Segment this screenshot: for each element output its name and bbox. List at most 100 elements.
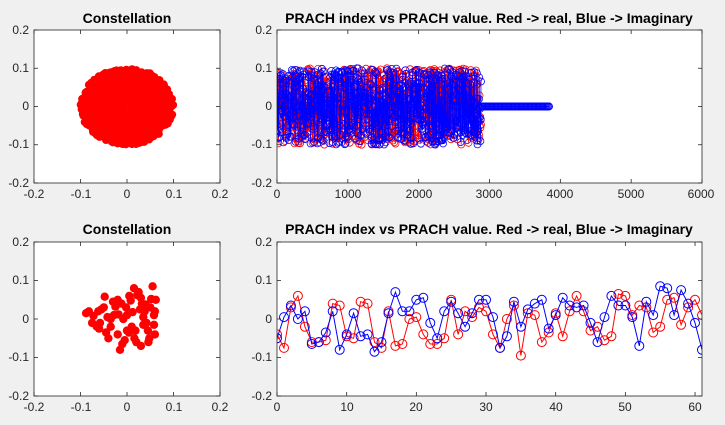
constellation-point [97,305,106,314]
constellation-point [99,101,108,110]
series-marker [461,67,470,76]
series-marker [438,136,447,145]
series-marker [283,93,292,101]
series-marker [585,317,596,328]
x-tick-label: 1000 [335,187,362,201]
series-marker [418,329,429,340]
series-marker [571,290,582,301]
series-marker [449,133,458,142]
series-marker [446,296,457,307]
series-marker [332,90,341,99]
series-marker [278,70,287,78]
series-marker [669,310,680,321]
constellation-point [162,97,171,106]
constellation-point [116,131,125,140]
series-marker [363,72,372,81]
series-marker [474,117,483,125]
constellation-point [113,295,122,304]
y-tick-labels: 0.2 0.1 0 -0.1 -0.2 [8,23,29,190]
series-marker [296,129,305,138]
series-marker [440,64,449,73]
series-marker [467,308,478,319]
series-marker [447,92,456,101]
y-tick-label: -0.1 [8,350,29,364]
series-marker [439,133,448,141]
x-tick-label: 50 [618,400,632,414]
constellation-point [119,117,128,125]
x-tick-label: 0 [274,400,281,414]
series-marker [404,117,413,126]
series-marker [627,312,638,323]
series-marker [314,104,323,113]
series-marker [474,127,483,136]
series-marker [286,132,295,141]
series-marker [448,126,457,135]
series-marker [345,127,354,136]
series-marker [515,321,526,332]
series-marker [317,134,326,143]
series-marker [355,102,364,111]
series-marker [557,292,568,303]
series-marker [304,73,313,82]
series-marker [322,128,331,136]
series-marker [488,312,498,323]
series-marker [460,321,471,332]
x-tick-label: 0 [274,187,281,201]
series-marker [655,321,666,332]
series-marker [435,126,444,135]
series-marker [298,120,307,129]
series-marker [545,102,553,111]
series-marker [449,101,457,110]
series-marker [306,92,315,100]
series-marker [353,64,361,73]
x-tick-labels: 0 10 20 30 40 50 60 [274,400,702,414]
series-marker [320,327,331,338]
series-marker [452,77,461,86]
constellation-point [115,70,124,79]
series-marker [327,298,338,309]
series-marker [620,290,631,301]
series-marker [415,79,424,88]
series-marker [313,337,324,348]
series-marker [428,82,437,91]
series-marker [285,113,294,121]
series-marker [697,310,702,321]
constellation-point [104,71,113,80]
series-marker [481,294,491,305]
series-marker [367,133,376,142]
constellation-point [133,70,142,79]
series-marker [446,66,455,74]
prach-bottom-axes: PRACH index vs PRACH value. Red -> real,… [251,221,703,414]
constellation-point [110,87,119,96]
constellation-point [104,79,113,88]
series-marker [460,100,469,109]
y-tick-label: 0.1 [255,61,272,75]
series-marker [280,136,289,145]
series-marker [381,101,390,109]
series-marker [320,335,331,346]
x-tick-label: -0.2 [24,400,45,414]
series-marker [350,123,358,131]
series-marker [606,331,617,342]
series-marker [277,133,283,142]
constellation-point [81,94,90,103]
series-marker [550,310,561,321]
constellation-point [133,82,141,91]
series-marker [397,339,408,349]
series-marker [342,74,351,83]
constellation-point [125,70,134,78]
constellation-point [122,310,132,320]
series-marker [347,78,356,87]
series-marker [284,72,293,80]
series-marker [476,137,485,146]
constellation-point [106,127,115,136]
series-marker [341,139,350,148]
constellation-point [119,122,128,131]
series-marker [379,120,388,129]
series-marker [279,342,289,353]
constellation-point [133,113,142,122]
series-marker [354,115,363,123]
series-marker [342,90,351,99]
series-marker [288,113,297,122]
